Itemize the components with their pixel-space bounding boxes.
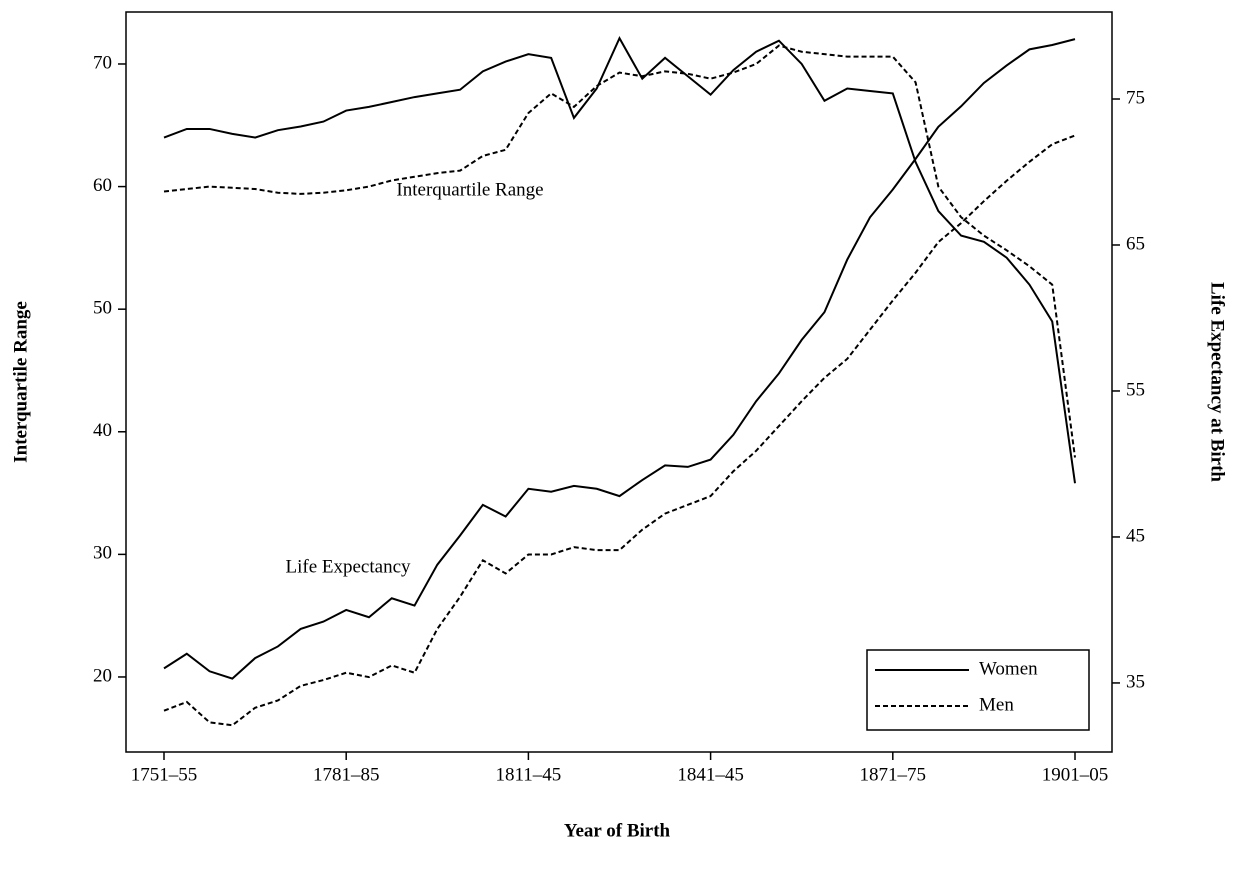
y2-tick-label: 55 (1126, 379, 1145, 400)
series-line (163, 38, 1076, 680)
annotation: Interquartile Range (396, 179, 543, 200)
x-tick-label: 1841–45 (677, 764, 744, 785)
x-tick-label: 1811–45 (496, 764, 562, 785)
x-tick-label: 1781–85 (313, 764, 380, 785)
y2-axis-title: Life Expectancy at Birth (1207, 282, 1228, 482)
y-tick-label: 60 (93, 175, 112, 196)
series-line (163, 36, 1076, 484)
series-line (163, 134, 1076, 727)
legend-label: Women (979, 658, 1038, 679)
y2-tick-label: 45 (1126, 525, 1145, 546)
legend-box (866, 649, 1090, 731)
x-axis-title: Year of Birth (564, 820, 671, 841)
x-tick-label: 1871–75 (860, 764, 927, 785)
y-axis-title: Interquartile Range (10, 301, 31, 463)
legend-label: Men (979, 694, 1014, 715)
plot-frame (125, 11, 1113, 753)
x-tick-label: 1751–55 (131, 764, 198, 785)
y-tick-label: 20 (93, 665, 112, 686)
y-tick-label: 70 (93, 52, 112, 73)
y2-tick-label: 35 (1126, 671, 1145, 692)
y-tick-label: 30 (93, 543, 112, 564)
series-line (163, 44, 1076, 458)
x-tick-label: 1901–05 (1042, 764, 1109, 785)
y-tick-label: 50 (93, 298, 112, 319)
y-tick-label: 40 (93, 420, 112, 441)
annotation: Life Expectancy (285, 556, 411, 577)
y2-tick-label: 75 (1126, 87, 1145, 108)
y2-tick-label: 65 (1126, 233, 1145, 254)
